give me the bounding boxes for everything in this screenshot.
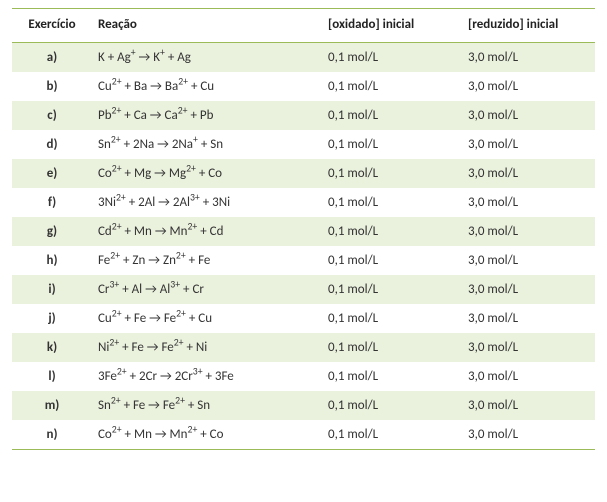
table-row: i)Cr3+ + Al → Al3+ + Cr0,1 mol/L3,0 mol/… [12,275,595,304]
table-row: n)Co2+ + Mn → Mn2+ + Co0,1 mol/L3,0 mol/… [12,420,595,450]
reaction-cell: Cu2+ + Ba → Ba2+ + Cu [92,72,322,101]
table-row: f)3Ni2+ + 2Al → 2Al3+ + 3Ni0,1 mol/L3,0 … [12,188,595,217]
reaction-cell: Sn2+ + 2Na → 2Na+ + Sn [92,130,322,159]
exercise-label: j) [12,304,92,333]
exercise-label: c) [12,101,92,130]
exercise-label: l) [12,362,92,391]
table-row: g)Cd2+ + Mn → Mn2+ + Cd0,1 mol/L3,0 mol/… [12,217,595,246]
oxidized-initial: 0,1 mol/L [322,217,462,246]
exercise-label: h) [12,246,92,275]
reduced-initial: 3,0 mol/L [462,159,595,188]
exercise-label: d) [12,130,92,159]
reduced-initial: 3,0 mol/L [462,391,595,420]
table-row: c)Pb2+ + Ca → Ca2+ + Pb0,1 mol/L3,0 mol/… [12,101,595,130]
table-row: h)Fe2+ + Zn → Zn2+ + Fe0,1 mol/L3,0 mol/… [12,246,595,275]
reduced-initial: 3,0 mol/L [462,217,595,246]
reduced-initial: 3,0 mol/L [462,246,595,275]
reaction-cell: Co2+ + Mg → Mg2+ + Co [92,159,322,188]
exercise-label: e) [12,159,92,188]
reaction-cell: 3Fe2+ + 2Cr → 2Cr3+ + 3Fe [92,362,322,391]
oxidized-initial: 0,1 mol/L [322,188,462,217]
reduced-initial: 3,0 mol/L [462,72,595,101]
reaction-cell: Co2+ + Mn → Mn2+ + Co [92,420,322,450]
reduced-initial: 3,0 mol/L [462,188,595,217]
reaction-cell: 3Ni2+ + 2Al → 2Al3+ + 3Ni [92,188,322,217]
reduced-initial: 3,0 mol/L [462,43,595,73]
exercise-label: a) [12,43,92,73]
exercise-label: k) [12,333,92,362]
reduced-initial: 3,0 mol/L [462,362,595,391]
table-row: e)Co2+ + Mg → Mg2+ + Co0,1 mol/L3,0 mol/… [12,159,595,188]
table-row: a)K + Ag+ → K+ + Ag0,1 mol/L3,0 mol/L [12,43,595,73]
reduced-initial: 3,0 mol/L [462,420,595,450]
oxidized-initial: 0,1 mol/L [322,275,462,304]
reaction-cell: K + Ag+ → K+ + Ag [92,43,322,73]
table-row: k)Ni2+ + Fe → Fe2+ + Ni0,1 mol/L3,0 mol/… [12,333,595,362]
header-reaction: Reação [92,9,322,43]
oxidized-initial: 0,1 mol/L [322,130,462,159]
table-body: a)K + Ag+ → K+ + Ag0,1 mol/L3,0 mol/Lb)C… [12,43,595,450]
reaction-cell: Pb2+ + Ca → Ca2+ + Pb [92,101,322,130]
reaction-cell: Fe2+ + Zn → Zn2+ + Fe [92,246,322,275]
exercise-label: m) [12,391,92,420]
exercise-label: b) [12,72,92,101]
oxidized-initial: 0,1 mol/L [322,391,462,420]
reduced-initial: 3,0 mol/L [462,304,595,333]
oxidized-initial: 0,1 mol/L [322,159,462,188]
exercise-label: n) [12,420,92,450]
reaction-cell: Sn2+ + Fe → Fe2+ + Sn [92,391,322,420]
reaction-cell: Cr3+ + Al → Al3+ + Cr [92,275,322,304]
reaction-cell: Ni2+ + Fe → Fe2+ + Ni [92,333,322,362]
header-exercise: Exercício [12,9,92,43]
reduced-initial: 3,0 mol/L [462,333,595,362]
table-row: b)Cu2+ + Ba → Ba2+ + Cu0,1 mol/L3,0 mol/… [12,72,595,101]
reduced-initial: 3,0 mol/L [462,101,595,130]
table-row: l)3Fe2+ + 2Cr → 2Cr3+ + 3Fe0,1 mol/L3,0 … [12,362,595,391]
table-row: m)Sn2+ + Fe → Fe2+ + Sn0,1 mol/L3,0 mol/… [12,391,595,420]
reduced-initial: 3,0 mol/L [462,130,595,159]
exercise-label: g) [12,217,92,246]
redox-exercise-table: Exercício Reação [oxidado] inicial [redu… [12,8,595,450]
header-row: Exercício Reação [oxidado] inicial [redu… [12,9,595,43]
reaction-cell: Cu2+ + Fe → Fe2+ + Cu [92,304,322,333]
oxidized-initial: 0,1 mol/L [322,43,462,73]
oxidized-initial: 0,1 mol/L [322,304,462,333]
exercise-label: f) [12,188,92,217]
header-reduced: [reduzido] inicial [462,9,595,43]
reduced-initial: 3,0 mol/L [462,275,595,304]
oxidized-initial: 0,1 mol/L [322,72,462,101]
table-row: d)Sn2+ + 2Na → 2Na+ + Sn0,1 mol/L3,0 mol… [12,130,595,159]
oxidized-initial: 0,1 mol/L [322,362,462,391]
exercise-label: i) [12,275,92,304]
header-oxidized: [oxidado] inicial [322,9,462,43]
oxidized-initial: 0,1 mol/L [322,101,462,130]
reaction-cell: Cd2+ + Mn → Mn2+ + Cd [92,217,322,246]
oxidized-initial: 0,1 mol/L [322,420,462,450]
oxidized-initial: 0,1 mol/L [322,246,462,275]
oxidized-initial: 0,1 mol/L [322,333,462,362]
table-row: j)Cu2+ + Fe → Fe2+ + Cu0,1 mol/L3,0 mol/… [12,304,595,333]
